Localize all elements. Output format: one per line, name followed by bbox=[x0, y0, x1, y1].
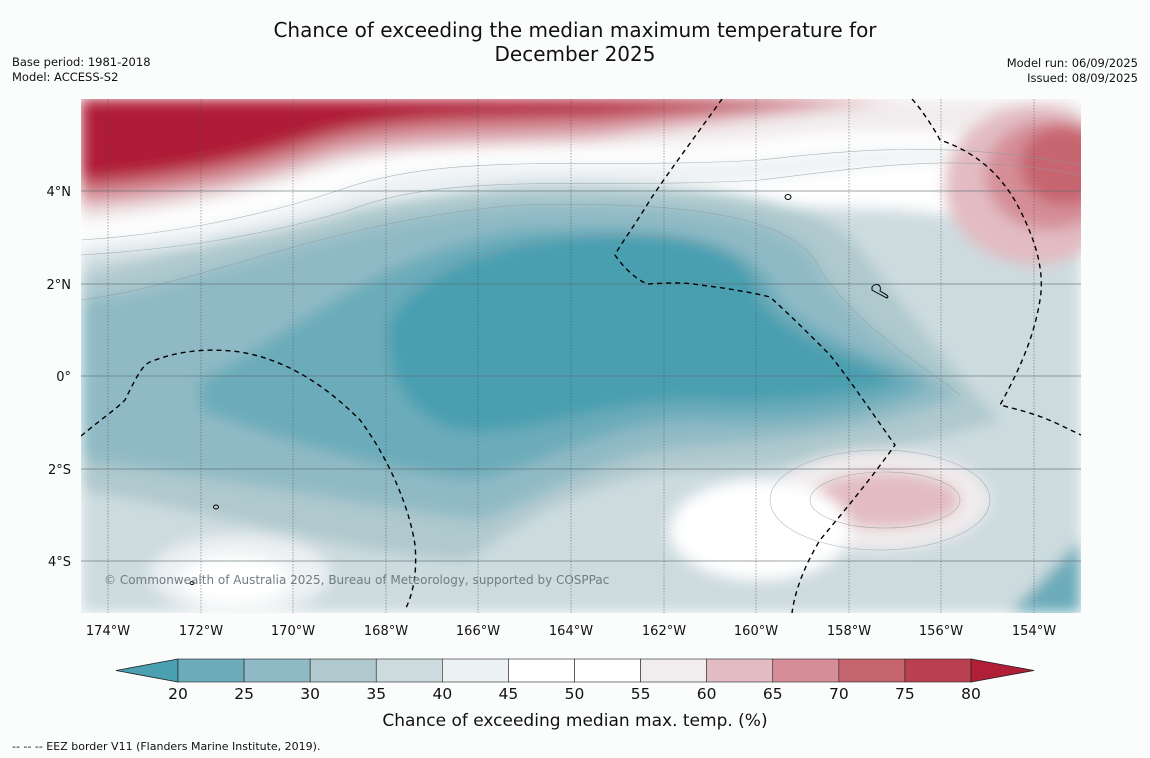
lat-label-0: 0° bbox=[56, 370, 71, 385]
map-plot-area: © Commonwealth of Australia 2025, Bureau… bbox=[81, 99, 1081, 613]
colorbar-extend-low bbox=[115, 658, 179, 683]
colorbar-segment bbox=[375, 658, 443, 683]
colorbar-segment bbox=[706, 658, 774, 683]
colorbar-segment bbox=[640, 658, 707, 683]
island-north bbox=[784, 194, 792, 200]
copyright-text: © Commonwealth of Australia 2025, Bureau… bbox=[104, 573, 609, 587]
colorbar-tick-label: 45 bbox=[499, 685, 519, 703]
colorbar-tick-label: 70 bbox=[829, 685, 849, 703]
map-title: Chance of exceeding the median maximum t… bbox=[0, 18, 1150, 66]
colorbar-tick-label: 75 bbox=[895, 685, 915, 703]
lon-label-164w: 164°W bbox=[549, 624, 593, 639]
colorbar-tick-label: 55 bbox=[631, 685, 651, 703]
lon-label-174w: 174°W bbox=[86, 624, 130, 639]
meta-right: Model run: 06/09/2025 Issued: 08/09/2025 bbox=[1007, 56, 1138, 86]
colorbar-segment bbox=[838, 658, 906, 683]
lon-label-158w: 158°W bbox=[827, 624, 871, 639]
model-run-text: Model run: 06/09/2025 bbox=[1006, 56, 1138, 70]
eez-footnote: -- -- -- EEZ border V11 (Flanders Marine… bbox=[12, 740, 321, 753]
field-sw-45-55 bbox=[180, 555, 290, 605]
lon-label-168w: 168°W bbox=[364, 624, 408, 639]
lon-label-160w: 160°W bbox=[734, 624, 778, 639]
lat-label-4n: 4°N bbox=[47, 185, 72, 200]
colorbar-tick-label: 35 bbox=[366, 685, 386, 703]
base-period-text: Base period: 1981-2018 bbox=[12, 55, 151, 69]
colorbar-segment bbox=[508, 658, 575, 683]
colorbar-title: Chance of exceeding median max. temp. (%… bbox=[382, 711, 767, 731]
contour-lines bbox=[81, 149, 1081, 551]
colorbar-tick-label: 65 bbox=[763, 685, 783, 703]
colorbar-segment bbox=[772, 658, 840, 683]
colorbar-segment bbox=[442, 658, 509, 683]
lon-label-172w: 172°W bbox=[179, 624, 223, 639]
colorbar-tick-label: 25 bbox=[234, 685, 254, 703]
lat-label-2s: 2°S bbox=[48, 463, 71, 478]
colorbar-segment bbox=[574, 658, 641, 683]
colorbar-extend-high bbox=[970, 658, 1035, 683]
colorbar: 20 25 30 35 40 45 50 55 60 65 70 75 80 bbox=[115, 658, 1035, 703]
lat-label-2n: 2°N bbox=[47, 278, 72, 293]
latitude-lines bbox=[81, 190, 1081, 562]
island-south-west bbox=[213, 504, 219, 510]
colorbar-segment bbox=[904, 658, 972, 683]
lon-label-156w: 156°W bbox=[919, 624, 963, 639]
lon-label-170w: 170°W bbox=[271, 624, 315, 639]
colorbar-segment bbox=[243, 658, 311, 683]
island-south bbox=[189, 581, 195, 585]
map-figure: © Commonwealth of Australia 2025, Bureau… bbox=[47, 99, 1081, 731]
islands bbox=[189, 194, 889, 585]
latitude-labels: 4°N 2°N 0° 2°S 4°S bbox=[47, 185, 72, 570]
island-kiritimati bbox=[871, 283, 889, 299]
field-ne-70-75 bbox=[1020, 125, 1081, 205]
colorbar-tick-label: 80 bbox=[961, 685, 981, 703]
colorbar-tick-label: 60 bbox=[697, 685, 717, 703]
field-se-60-65 bbox=[810, 472, 960, 528]
longitude-labels: 174°W 172°W 170°W 168°W 166°W 164°W 162°… bbox=[86, 624, 1056, 639]
lon-label-166w: 166°W bbox=[456, 624, 500, 639]
title-line-1: Chance of exceeding the median maximum t… bbox=[273, 18, 877, 42]
colorbar-tick-label: 50 bbox=[565, 685, 585, 703]
colorbar-segment bbox=[177, 658, 245, 683]
field-se-corner bbox=[1010, 540, 1081, 613]
probability-field bbox=[81, 99, 1081, 613]
eez-borders bbox=[81, 99, 1081, 613]
model-text: Model: ACCESS-S2 bbox=[12, 70, 119, 84]
colorbar-tick-label: 30 bbox=[300, 685, 320, 703]
lon-label-162w: 162°W bbox=[642, 624, 686, 639]
meta-left: Base period: 1981-2018 Model: ACCESS-S2 bbox=[12, 55, 151, 85]
lon-label-154w: 154°W bbox=[1012, 624, 1056, 639]
colorbar-tick-label: 40 bbox=[432, 685, 452, 703]
colorbar-tick-label: 20 bbox=[168, 685, 188, 703]
colorbar-segment bbox=[309, 658, 377, 683]
issued-text: Issued: 08/09/2025 bbox=[1027, 71, 1138, 85]
field-above-80 bbox=[81, 99, 830, 180]
lat-label-4s: 4°S bbox=[48, 555, 71, 570]
title-line-2: December 2025 bbox=[494, 42, 656, 66]
field-s-45-55 bbox=[670, 480, 850, 580]
